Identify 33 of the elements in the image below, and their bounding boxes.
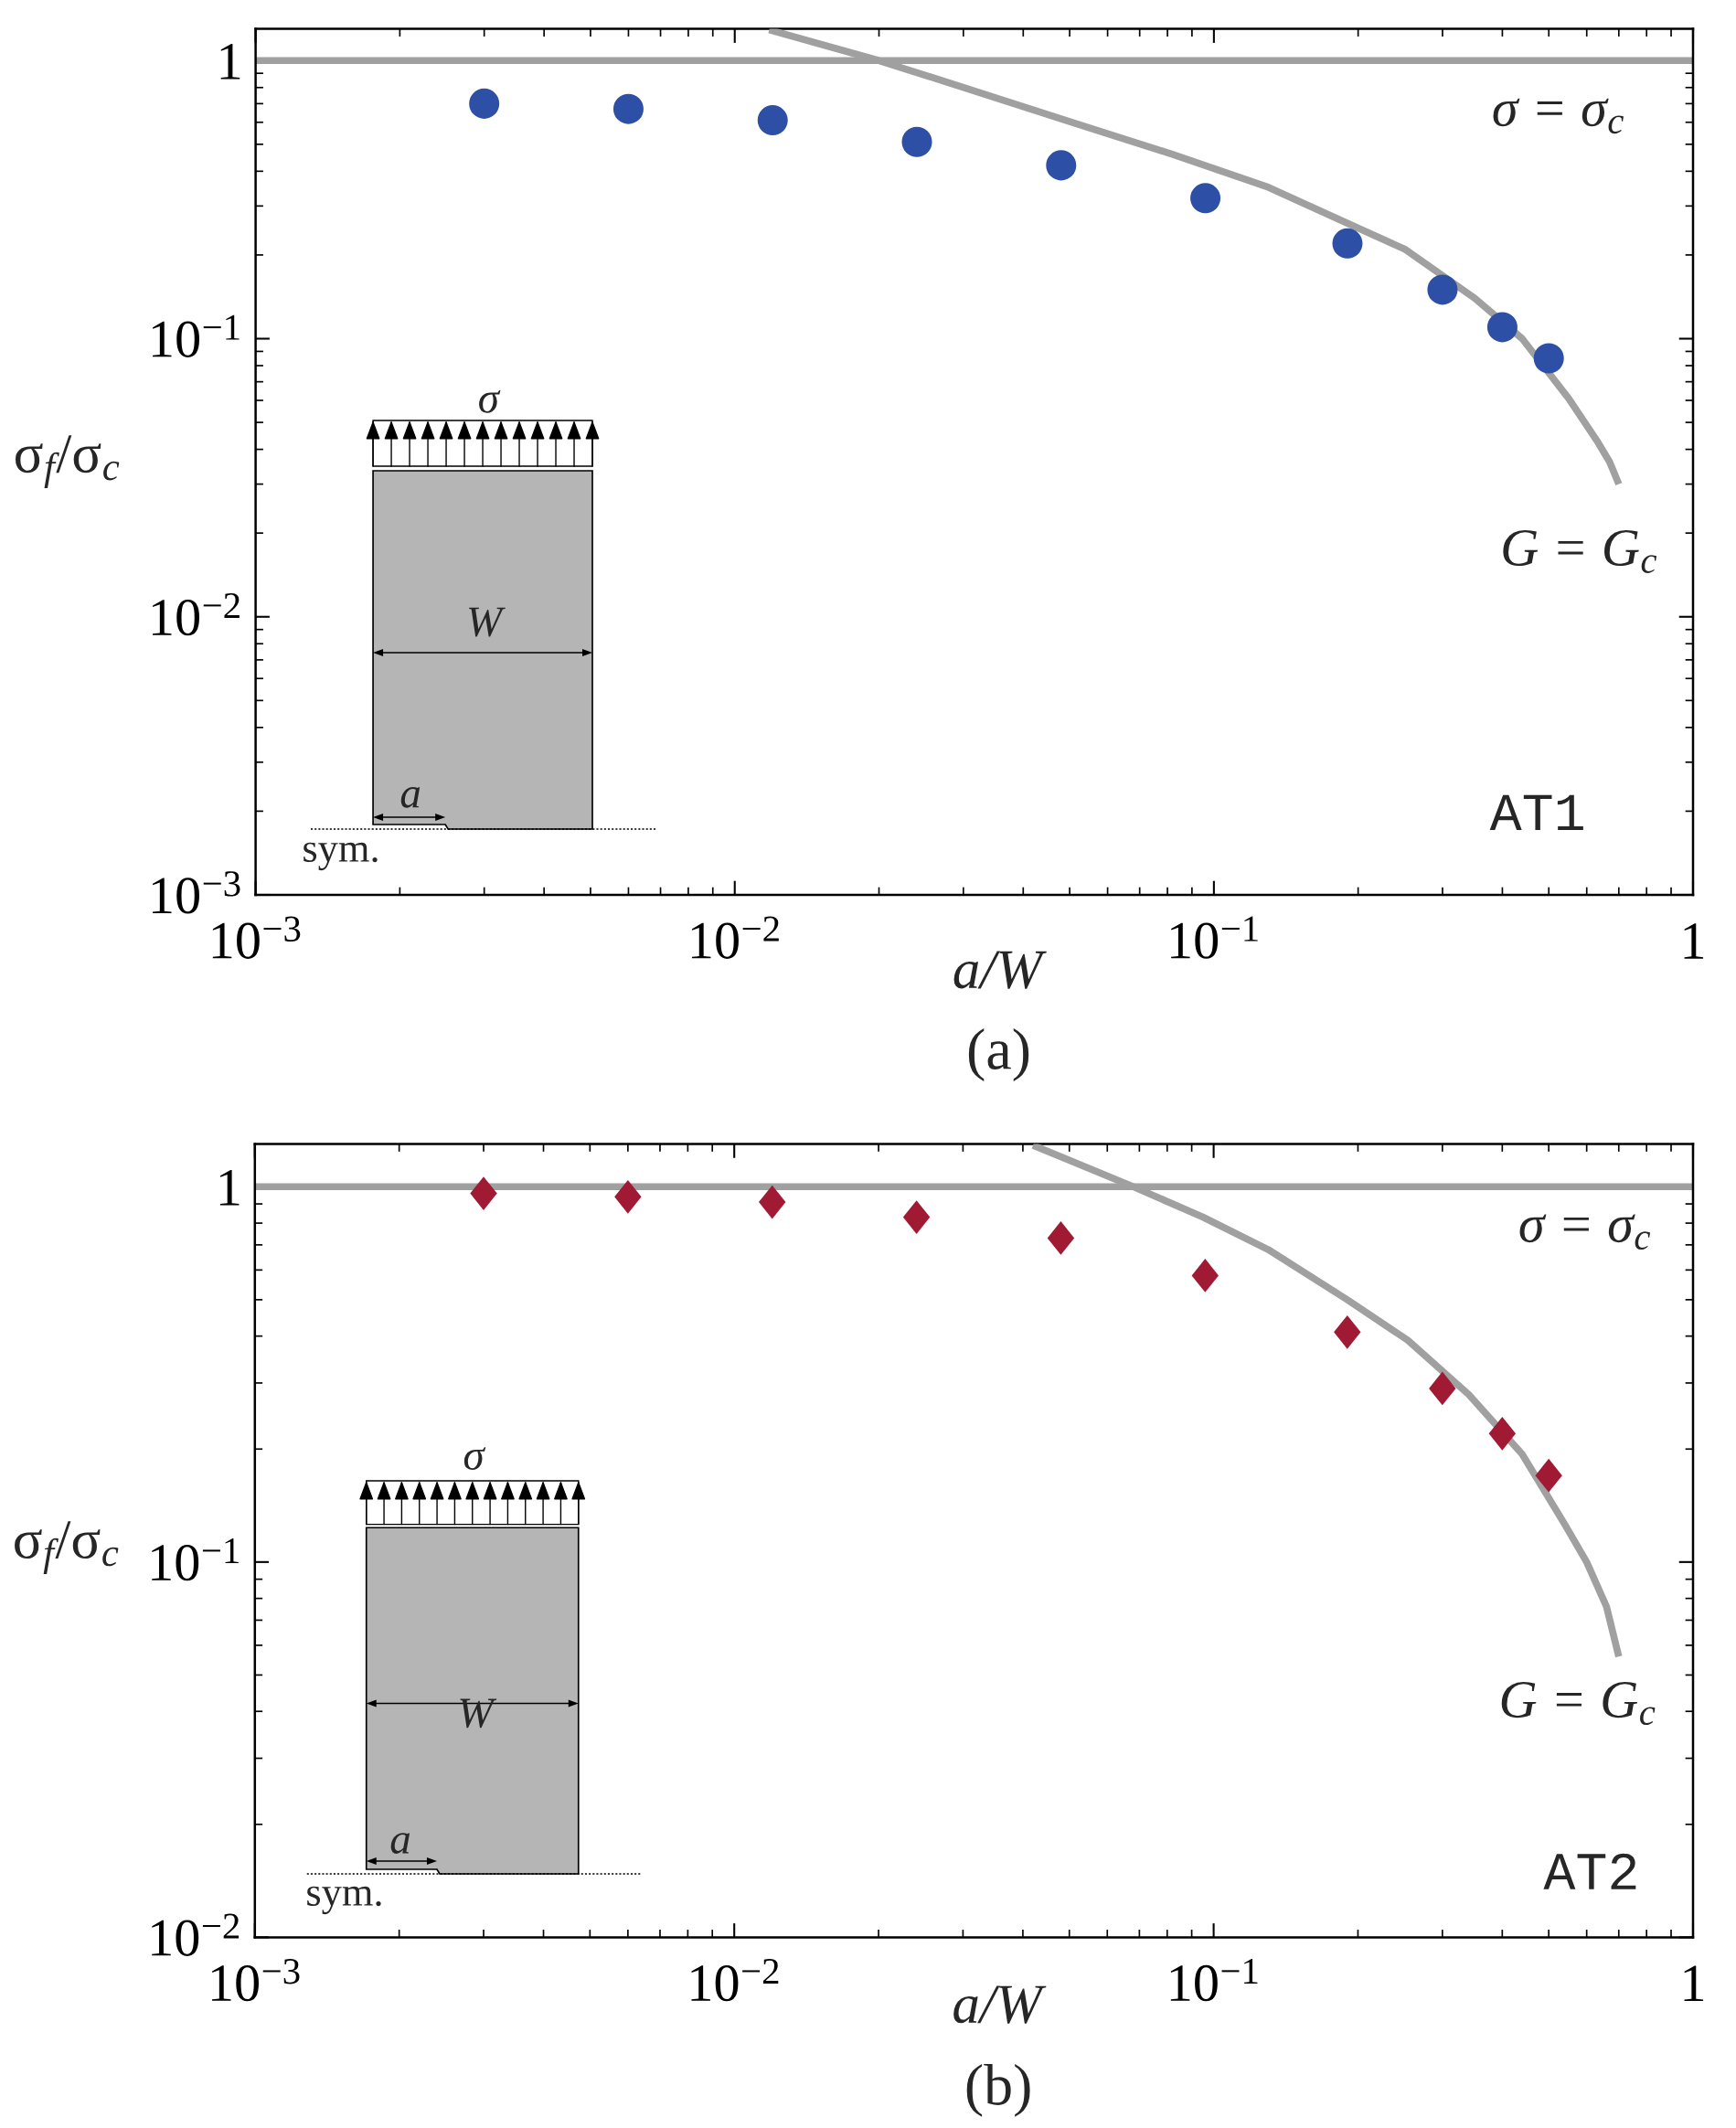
ref-line-label: σ = σ$_{c}$ [1493, 98, 1624, 134]
annotation: AT2 [1543, 1853, 1636, 1889]
series-label: G = G$_{c}$ [1503, 529, 1657, 573]
text: (b) [966, 2063, 1030, 2117]
y-tick-label: 10$^{−1}$ [153, 314, 240, 357]
x-axis-title: a/W [953, 1985, 1047, 2024]
x-tick-label: 10$^{−1}$ [1170, 1958, 1258, 2002]
x-tick-label: 10$^{−2}$ [691, 916, 779, 959]
text: (a) [968, 1028, 1029, 1081]
y-tick-label: 1 [220, 44, 240, 80]
x-tick-label: 10$^{−1}$ [1171, 916, 1258, 959]
annotation: σ [463, 1447, 486, 1471]
y-tick-label: 1 [219, 1170, 240, 1206]
x-tick-label: 1 [1684, 1965, 1704, 2002]
y-axis-title: σ$_{f}$/σ$_{c}$ [15, 435, 120, 489]
y-tick-label: 10$^{−3}$ [153, 871, 240, 914]
x-tick-label: 1 [1684, 923, 1704, 959]
annotation: sym. [304, 842, 378, 871]
y-tick-label: 10$^{−2}$ [152, 1913, 240, 1956]
annotation: sym. [307, 1886, 381, 1915]
series-label: G = G$_{c}$ [1501, 1682, 1656, 1726]
annotation: a [400, 787, 421, 808]
annotation: W [460, 1698, 497, 1729]
annotation: AT1 [1489, 794, 1583, 831]
annotation: W [469, 607, 506, 637]
y-tick-label: 10$^{−1}$ [152, 1538, 239, 1581]
x-axis-title: a/W [953, 951, 1047, 989]
y-tick-label: 10$^{−2}$ [153, 592, 240, 636]
annotation: σ [479, 389, 501, 413]
ref-line-label: σ = σ$_{c}$ [1519, 1214, 1651, 1250]
x-tick-label: 10$^{−2}$ [691, 1958, 779, 2002]
annotation: a [390, 1833, 410, 1854]
y-axis-title: σ$_{f}$/σ$_{c}$ [15, 1521, 119, 1575]
